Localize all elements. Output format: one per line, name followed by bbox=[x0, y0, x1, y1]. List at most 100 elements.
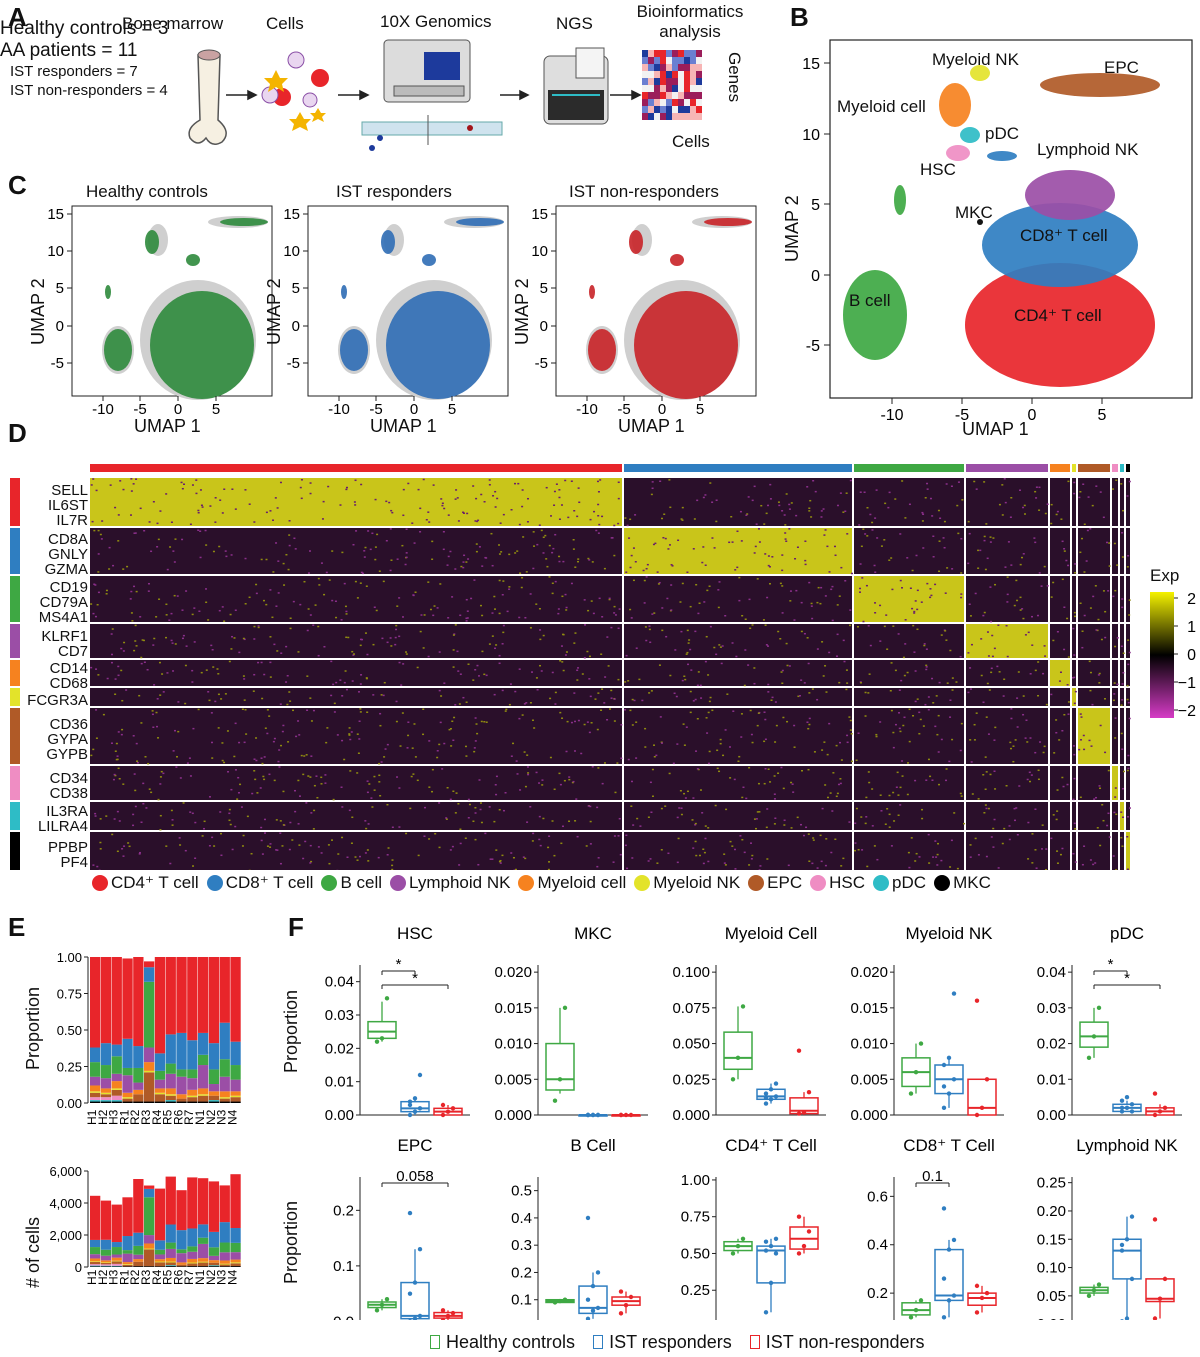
data-point bbox=[590, 1283, 596, 1289]
heatmap-genegroup-bar bbox=[10, 528, 20, 574]
mini-heatmap-cell bbox=[690, 64, 696, 71]
umap-c-cluster bbox=[386, 291, 490, 399]
count-bar-segment bbox=[230, 1242, 241, 1253]
data-point bbox=[1157, 1109, 1163, 1114]
data-point bbox=[1129, 1102, 1135, 1107]
boxplot-ytick: 0.01 bbox=[1037, 1071, 1066, 1088]
heatmap-celltype-bar bbox=[854, 464, 964, 472]
umap-c-cluster bbox=[341, 285, 347, 299]
umap-c-ytick: 15 bbox=[47, 206, 64, 223]
data-point bbox=[585, 1215, 591, 1221]
heatmap-block bbox=[624, 802, 852, 830]
heatmap-block bbox=[854, 832, 964, 870]
data-point bbox=[908, 1091, 914, 1096]
legend-dot-icon bbox=[748, 875, 765, 891]
proportion-bar-segment bbox=[165, 1034, 176, 1064]
umap-c-title-responders: IST responders bbox=[336, 182, 452, 201]
count-bar-segment bbox=[219, 1264, 230, 1267]
count-bar-segment bbox=[208, 1266, 220, 1267]
boxplot-glyph-icon bbox=[430, 1335, 440, 1349]
heatmap-block bbox=[1072, 708, 1076, 764]
proportion-bar-segment bbox=[176, 1069, 187, 1077]
data-point bbox=[735, 1055, 741, 1061]
count-bar-segment bbox=[219, 1260, 230, 1264]
heatmap-gene-label: CD68 bbox=[49, 675, 88, 692]
group-legend: Healthy controls IST responders IST non-re… bbox=[430, 1330, 1080, 1354]
mini-heatmap-cell bbox=[648, 99, 654, 106]
proportion-bar-segment bbox=[111, 1101, 122, 1103]
count-bar-segment bbox=[230, 1263, 241, 1267]
proportion-bar-segment bbox=[187, 1101, 198, 1103]
umap-c-cluster bbox=[340, 329, 368, 371]
umap-c-cluster bbox=[381, 230, 395, 254]
heatmap-gene-label: CD19 bbox=[49, 578, 88, 596]
boxplot-panel: CD4⁺ T Cell 0.00 0.25 0.50 0.75 1.00 bbox=[681, 1136, 819, 1320]
heatmap-genegroup-labels: CD14 CD68 bbox=[14, 661, 88, 692]
mini-heatmap-cell bbox=[648, 106, 654, 113]
count-bar-segment bbox=[90, 1254, 101, 1259]
proportion-bar-segment bbox=[100, 1097, 112, 1101]
heatmap-block bbox=[1120, 660, 1124, 686]
proportion-bar-segment bbox=[230, 957, 241, 1042]
umap-c-cluster bbox=[145, 230, 159, 254]
count-bar-segment bbox=[100, 1255, 112, 1261]
data-point bbox=[1096, 1282, 1102, 1287]
mini-heatmap-cell bbox=[642, 106, 648, 113]
mini-heatmap-cell bbox=[672, 78, 678, 85]
sample-composition-bars: H1H1H2H2H3H3R1R1R2R2R3R3R4R4R5R5R6R6R7R7… bbox=[49, 950, 241, 1285]
umap-c-xlabel-1: UMAP 1 bbox=[134, 416, 201, 436]
count-bar-segment bbox=[90, 1261, 101, 1263]
legend-dot-icon bbox=[518, 875, 535, 891]
box bbox=[545, 1042, 575, 1091]
proportion-bar-segment bbox=[154, 1053, 166, 1071]
count-bar-segment bbox=[111, 1257, 122, 1261]
mini-heatmap-cell bbox=[642, 50, 648, 57]
step-ngs: NGS bbox=[556, 14, 593, 33]
cohort-aa: AA patients = 11 bbox=[0, 40, 138, 61]
umap-c-xtick: 5 bbox=[212, 401, 220, 418]
data-point bbox=[801, 1243, 807, 1249]
mini-heatmap-cell bbox=[678, 50, 684, 57]
sample-tick-label: R1 bbox=[117, 1269, 131, 1285]
boxplot-panel: Myeloid NK 0.000 0.005 0.010 0.015 0.020 bbox=[850, 924, 1004, 1124]
data-point bbox=[735, 1243, 741, 1249]
count-bar-segment bbox=[176, 1230, 187, 1250]
heatmap-block bbox=[1112, 576, 1118, 622]
heatmap-celltype-bar bbox=[1072, 464, 1076, 472]
data-point bbox=[1091, 1034, 1097, 1039]
count-bar-segment bbox=[187, 1263, 198, 1267]
count-bar-segment bbox=[90, 1264, 101, 1266]
significance-label: * bbox=[412, 970, 418, 987]
significance-label: * bbox=[396, 956, 402, 973]
mini-heatmap-cell bbox=[684, 92, 690, 99]
boxplot-ytick: 0.2 bbox=[333, 1202, 354, 1219]
count-bar-segment bbox=[165, 1265, 176, 1267]
proportion-bar-segment bbox=[111, 1100, 122, 1102]
heatmap-block bbox=[1126, 832, 1130, 870]
legend-dot-icon bbox=[92, 875, 108, 891]
data-point bbox=[1119, 1109, 1125, 1114]
mini-heatmap-cell bbox=[666, 113, 672, 120]
boxplot-ytick: 0.04 bbox=[325, 974, 354, 991]
count-bar-segment bbox=[154, 1249, 166, 1255]
data-point bbox=[384, 996, 390, 1001]
heatmap-gene-label: PF4 bbox=[60, 854, 88, 871]
proportion-bar-segment bbox=[176, 1076, 187, 1095]
panel-e-top-ytick: 0.75 bbox=[57, 987, 82, 1002]
data-point bbox=[1129, 1109, 1135, 1114]
boxplot-ytick: 0.6 bbox=[867, 1188, 888, 1205]
heatmap-gene-label: KLRF1 bbox=[41, 628, 88, 645]
count-bar-segment bbox=[133, 1259, 144, 1262]
sample-tick-label: H1 bbox=[85, 1269, 99, 1285]
heatmap-block bbox=[1126, 660, 1130, 686]
data-point bbox=[440, 1318, 446, 1320]
heatmap-genegroup-labels: IL3RA LILRA4 bbox=[14, 804, 88, 834]
data-point bbox=[412, 1109, 418, 1114]
heatmap-block bbox=[624, 660, 852, 686]
mini-heatmap-cell bbox=[660, 92, 666, 99]
sample-tick-label: N1 bbox=[193, 1109, 207, 1125]
umap-c-cluster bbox=[704, 218, 752, 226]
data-point bbox=[773, 1094, 779, 1099]
umap-b-ytick: 15 bbox=[802, 56, 820, 73]
proportion-bar-segment bbox=[133, 1094, 144, 1102]
